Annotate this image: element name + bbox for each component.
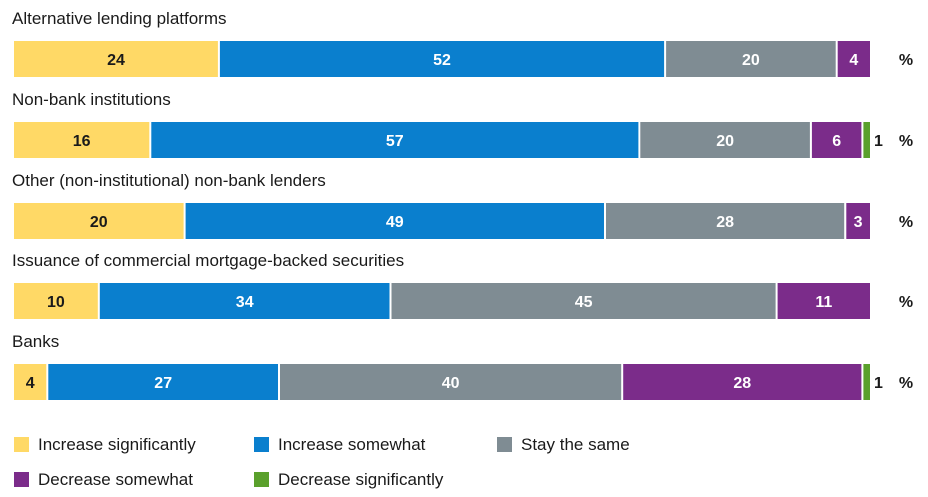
bar-segment — [640, 122, 810, 158]
data-label: 28 — [733, 375, 751, 392]
bar-segment — [219, 41, 665, 77]
data-label: 20 — [742, 52, 760, 69]
legend-swatch — [497, 437, 512, 452]
data-label: 28 — [716, 214, 734, 231]
bar-segment — [863, 364, 870, 400]
data-label: 10 — [47, 294, 65, 311]
legend-entry: Increase significantly — [38, 435, 196, 454]
data-label: 20 — [90, 214, 108, 231]
bar-segment — [14, 283, 98, 319]
data-label: 1 — [874, 375, 883, 392]
bar-segment — [14, 41, 218, 77]
legend-entry: Decrease somewhat — [38, 470, 193, 489]
category-label: Alternative lending platforms — [12, 9, 227, 28]
bar-segment — [811, 122, 862, 158]
bar-segment — [623, 364, 862, 400]
data-label: 52 — [433, 52, 451, 69]
data-label: 40 — [442, 375, 460, 392]
legend-entry: Stay the same — [521, 435, 630, 454]
data-label: 57 — [386, 133, 404, 150]
data-label: 27 — [154, 375, 172, 392]
data-label: 11 — [815, 294, 832, 311]
legend: Increase significantly Increase somewhat S… — [14, 435, 630, 489]
category-label: Banks — [12, 332, 59, 351]
legend-swatch — [254, 437, 269, 452]
category-label: Other (non-institutional) non-bank lende… — [12, 171, 326, 190]
bar-segment — [391, 283, 776, 319]
bar-segment — [14, 364, 47, 400]
data-label: 1 — [874, 133, 883, 150]
data-label: 6 — [832, 133, 841, 150]
bar-segment — [151, 122, 639, 158]
bar-segment — [280, 364, 622, 400]
data-label: 16 — [73, 133, 91, 150]
legend-swatch — [14, 472, 29, 487]
bar-segment — [185, 203, 604, 239]
unit-label: % — [899, 294, 913, 311]
data-label: 49 — [386, 214, 404, 231]
bar-segment — [837, 41, 870, 77]
legend-swatch — [254, 472, 269, 487]
data-label: 20 — [716, 133, 734, 150]
bar-segment — [846, 203, 870, 239]
category-label: Non-bank institutions — [12, 90, 171, 109]
category-label: Issuance of commercial mortgage-backed s… — [12, 251, 404, 270]
data-label: 4 — [849, 52, 858, 69]
legend-swatch — [14, 437, 29, 452]
bar-segment — [99, 283, 390, 319]
bar-segment — [863, 122, 870, 158]
bar-segment — [666, 41, 836, 77]
bar-segment — [606, 203, 845, 239]
data-label: 3 — [854, 214, 863, 231]
data-label: 45 — [575, 294, 593, 311]
bar-segment — [777, 283, 870, 319]
legend-entry: Increase somewhat — [278, 435, 426, 454]
unit-label: % — [899, 214, 913, 231]
unit-label: % — [899, 52, 913, 69]
unit-label: % — [899, 133, 913, 150]
legend-entry: Decrease significantly — [278, 470, 444, 489]
data-label: 34 — [236, 294, 254, 311]
data-label: 24 — [107, 52, 125, 69]
bar-segment — [48, 364, 278, 400]
bar-segment — [14, 122, 150, 158]
data-label: 4 — [26, 375, 35, 392]
bar-segment — [14, 203, 184, 239]
unit-label: % — [899, 375, 913, 392]
bars-group: Alternative lending platforms 24 52 20 4 % Non… — [12, 9, 913, 400]
